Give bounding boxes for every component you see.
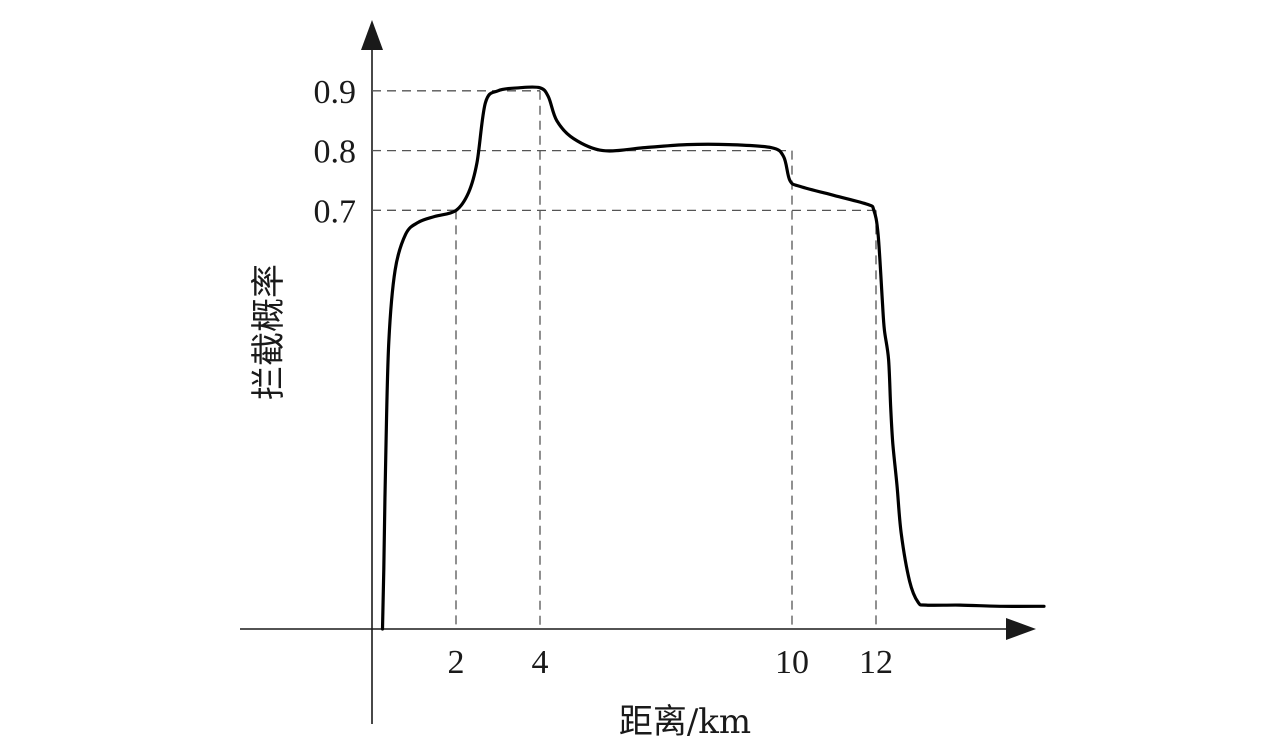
- y-axis-title: 拦截概率: [249, 264, 289, 400]
- y-tick-label: 0.8: [314, 134, 357, 171]
- y-tick-labels: 0.7 0.8 0.9: [314, 74, 357, 231]
- y-tick-label: 0.9: [314, 74, 357, 111]
- reference-lines: [372, 90, 877, 629]
- x-tick-label: 2: [448, 644, 465, 681]
- x-tick-label: 10: [775, 644, 809, 681]
- y-axis-arrow: [361, 20, 383, 50]
- x-axis-title: 距离/km: [619, 702, 751, 739]
- x-tick-label: 12: [859, 644, 893, 681]
- probability-curve: [380, 85, 1046, 631]
- x-tick-labels: 2 4 10 12: [448, 644, 894, 681]
- x-tick-label: 4: [532, 644, 549, 681]
- y-tick-label: 0.7: [314, 193, 357, 230]
- x-axis-arrow: [1006, 618, 1036, 640]
